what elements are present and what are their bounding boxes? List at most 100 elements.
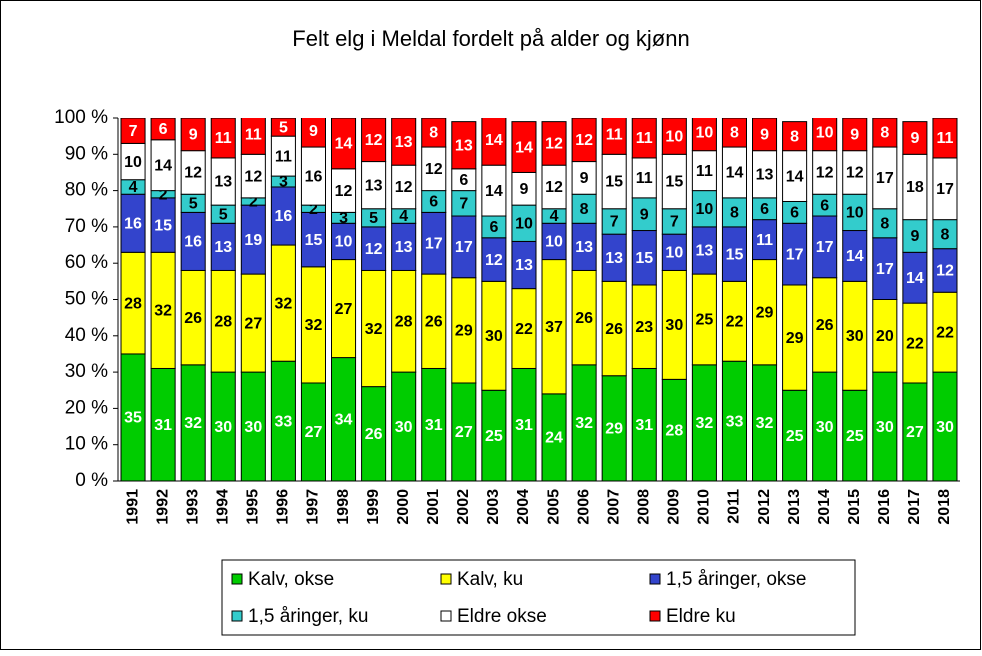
y-tick-label: 50 %	[65, 289, 108, 310]
bar-segment	[361, 226, 387, 271]
bar-segment	[631, 367, 657, 482]
bar-segment	[481, 118, 507, 166]
data-label: 17	[816, 239, 834, 256]
data-label: 8	[941, 226, 950, 243]
y-tick-label: 100 %	[54, 107, 108, 128]
x-tick-label: 2012	[756, 489, 773, 525]
x-tick-label: 2007	[605, 489, 622, 525]
bar-segment	[210, 118, 236, 159]
data-label: 28	[124, 295, 142, 312]
data-label: 12	[545, 136, 563, 153]
data-label: 32	[184, 415, 202, 432]
data-label: 9	[640, 206, 649, 223]
bar-segment	[300, 266, 326, 384]
data-label: 30	[816, 419, 834, 436]
bar-segment	[150, 367, 176, 482]
y-tick-label: 30 %	[65, 361, 108, 382]
data-label: 6	[790, 205, 799, 222]
data-label: 8	[880, 215, 889, 232]
bar-segment	[300, 118, 326, 148]
bar-segment	[511, 288, 537, 369]
bar-segment	[782, 121, 808, 152]
data-label: 13	[395, 134, 413, 151]
data-label: 13	[455, 137, 473, 154]
bar-segment	[691, 118, 717, 152]
y-tick-label: 80 %	[65, 180, 108, 201]
data-label: 14	[335, 136, 353, 153]
data-label: 28	[395, 313, 413, 330]
data-label: 15	[665, 174, 683, 191]
bar-segment	[812, 371, 838, 482]
bar-segment	[661, 233, 687, 271]
y-tick-label: 0 %	[75, 470, 108, 491]
legend-swatch	[649, 610, 661, 622]
bar-segment	[752, 259, 778, 366]
data-label: 2	[309, 201, 318, 218]
data-label: 27	[305, 424, 323, 441]
data-label: 14	[906, 270, 924, 287]
data-label: 11	[636, 130, 653, 147]
bar-segment	[721, 118, 747, 148]
data-label: 32	[274, 295, 292, 312]
data-label: 6	[159, 121, 168, 138]
y-tick-label: 90 %	[65, 143, 108, 164]
data-label: 14	[726, 165, 744, 182]
bar-segment	[571, 118, 597, 163]
x-tick-label: 2017	[906, 489, 923, 525]
bar-segment	[150, 139, 176, 192]
data-label: 10	[695, 201, 713, 218]
bar-segment	[782, 389, 808, 482]
bar-segment	[902, 302, 928, 384]
bar-segment	[300, 211, 326, 268]
bar-segment	[270, 244, 296, 362]
data-label: 10	[816, 125, 834, 142]
x-tick-label: 1992	[154, 489, 171, 525]
data-label: 5	[189, 196, 198, 213]
data-label: 25	[485, 428, 503, 445]
bar-segment	[180, 150, 206, 195]
bar-segment	[902, 121, 928, 155]
bar-segment	[842, 280, 868, 391]
data-label: 18	[906, 179, 924, 196]
x-tick-label: 2002	[455, 489, 472, 525]
data-label: 14	[485, 183, 503, 200]
x-tick-label: 2005	[545, 489, 562, 525]
y-tick-label: 60 %	[65, 252, 108, 273]
bar-segment	[571, 161, 597, 195]
bar-segment	[240, 118, 266, 155]
data-label: 16	[305, 168, 323, 185]
data-label: 13	[575, 239, 593, 256]
data-label: 12	[816, 165, 834, 182]
bar-segment	[571, 222, 597, 271]
data-label: 4	[550, 208, 559, 225]
bar-segment	[812, 150, 838, 195]
plot-area: 3528164107313215214632261651293028135131…	[120, 118, 958, 482]
data-label: 3	[279, 174, 288, 191]
bar-segment	[691, 190, 717, 228]
data-label: 9	[910, 130, 919, 147]
bar-segment	[180, 364, 206, 482]
bar-segment	[451, 215, 477, 279]
bar-segment	[421, 118, 447, 148]
data-label: 9	[520, 181, 529, 198]
data-label: 22	[515, 321, 533, 338]
bar-segment	[481, 237, 507, 282]
bar-segment	[752, 219, 778, 261]
bar-segment	[331, 118, 357, 170]
data-label: 31	[154, 417, 172, 434]
data-label: 22	[726, 313, 744, 330]
data-label: 4	[399, 208, 408, 225]
chart-title: Felt elg i Meldal fordelt på alder og kj…	[292, 26, 689, 51]
bar-segment	[932, 118, 958, 159]
data-label: 22	[906, 335, 924, 352]
data-label: 10	[695, 125, 713, 142]
bar-segment	[872, 299, 898, 373]
data-label: 7	[610, 214, 619, 231]
data-label: 16	[274, 208, 292, 225]
data-label: 25	[786, 428, 804, 445]
x-tick-label: 2000	[395, 489, 412, 525]
bar-segment	[150, 197, 176, 253]
data-label: 32	[154, 303, 172, 320]
bar-segment	[391, 222, 417, 271]
data-label: 32	[756, 415, 774, 432]
